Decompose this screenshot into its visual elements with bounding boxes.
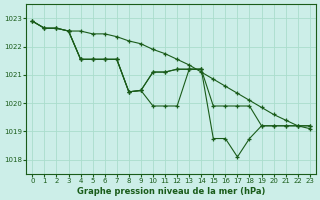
X-axis label: Graphe pression niveau de la mer (hPa): Graphe pression niveau de la mer (hPa)	[77, 187, 265, 196]
